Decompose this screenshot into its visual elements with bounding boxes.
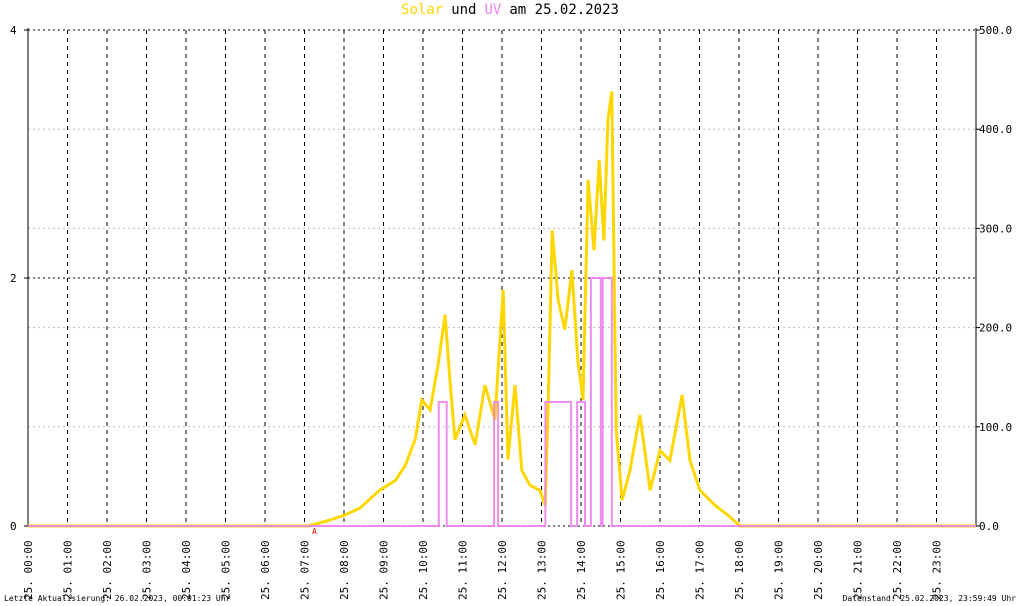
x-tick-label: 25. 04:00: [180, 540, 193, 600]
x-tick-label: 25. 11:00: [457, 540, 470, 600]
x-tick-label: 25. 01:00: [62, 540, 75, 600]
x-tick-label: 25. 20:00: [812, 540, 825, 600]
x-tick-label: 25. 22:00: [891, 540, 904, 600]
x-tick-label: 25. 19:00: [773, 540, 786, 600]
y2-tick-label: 300.0: [979, 222, 1012, 235]
footer-left: Letzte Aktualisierung: 26.02.2023, 00:01…: [4, 594, 231, 603]
x-tick-label: 25. 14:00: [575, 540, 588, 600]
x-tick-label: 25. 18:00: [733, 540, 746, 600]
x-tick-label: 25. 12:00: [496, 540, 509, 600]
x-tick-label: 25. 07:00: [299, 540, 312, 600]
series-line: [28, 91, 976, 528]
x-tick-label: 25. 03:00: [141, 540, 154, 600]
y-tick-label: 0: [10, 520, 17, 533]
x-tick-label: 25. 08:00: [338, 540, 351, 600]
x-tick-label: 25. 02:00: [101, 540, 114, 600]
x-tick-label: 25. 10:00: [417, 540, 430, 600]
y-tick-label: 4: [10, 24, 17, 37]
x-tick-label: 25. 05:00: [220, 540, 233, 600]
x-tick-label: 25. 13:00: [536, 540, 549, 600]
series-line: [28, 277, 976, 527]
x-tick-label: 25. 16:00: [654, 540, 667, 600]
y-tick-label: 2: [10, 272, 17, 285]
y2-tick-label: 0.0: [979, 520, 999, 533]
y2-tick-label: 200.0: [979, 322, 1012, 335]
y2-tick-label: 500.0: [979, 24, 1012, 37]
footer-right: Datenstand: 25.02.2023, 23:59:49 Uhr: [843, 594, 1017, 603]
title-suffix: am 25.02.2023: [509, 2, 619, 18]
title-uv: UV: [485, 2, 502, 18]
y2-tick-label: 100.0: [979, 421, 1012, 434]
title-joiner: und: [451, 2, 476, 18]
x-tick-label: 25. 23:00: [931, 540, 944, 600]
x-tick-label: 25. 15:00: [615, 540, 628, 600]
x-tick-label: 25. 09:00: [378, 540, 391, 600]
x-tick-label: 25. 00:00: [22, 540, 35, 600]
x-tick-label: 25. 06:00: [259, 540, 272, 600]
annotation: A: [312, 527, 317, 536]
x-tick-label: 25. 21:00: [852, 540, 865, 600]
y2-tick-label: 400.0: [979, 123, 1012, 136]
x-tick-label: 25. 17:00: [694, 540, 707, 600]
title-solar: Solar: [401, 2, 443, 18]
